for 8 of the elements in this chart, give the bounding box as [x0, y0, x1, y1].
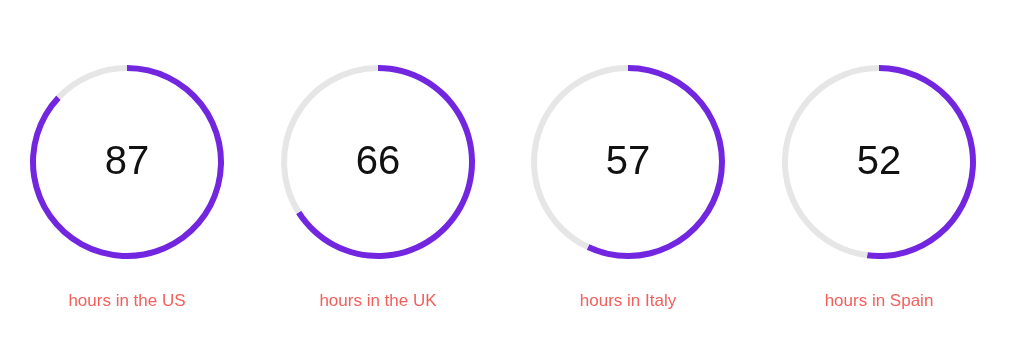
text: 66: [355, 138, 400, 182]
text: 87: [104, 138, 150, 182]
text: hours in the US: [68, 291, 186, 310]
text: 57: [606, 138, 651, 182]
text: hours in Italy: [580, 291, 678, 310]
text: hours in Spain: [824, 291, 934, 310]
text: hours in the UK: [319, 291, 437, 310]
text: 52: [856, 138, 902, 182]
